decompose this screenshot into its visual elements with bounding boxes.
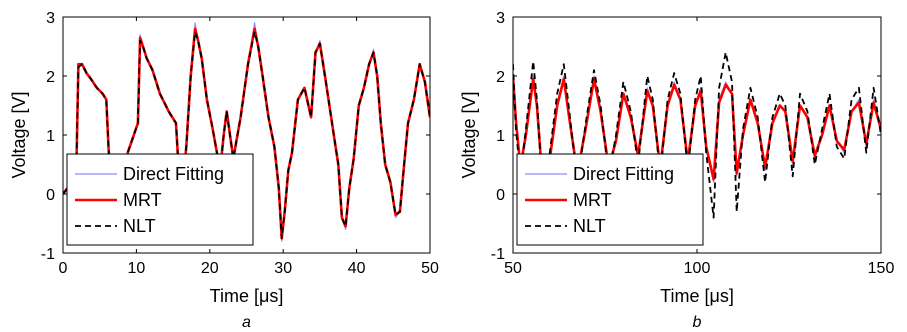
chart-panel-b: 50 100 150 -1 0 1 2 3 Time [μs] Voltage [V] b Direc… (459, 10, 894, 331)
y-tick-label: 2 (496, 69, 505, 86)
y-tick-label: 0 (496, 187, 505, 204)
y-tick-label: -1 (491, 246, 505, 263)
x-tick-label: 50 (421, 260, 439, 277)
y-tick-label: 1 (496, 128, 505, 145)
series-group (63, 22, 430, 242)
legend-entry-label: MRT (573, 190, 612, 210)
x-tick-label: 20 (201, 260, 219, 277)
y-tick-label: -1 (41, 246, 55, 263)
panel-label: b (693, 314, 702, 331)
legend-entry-label: NLT (573, 216, 606, 236)
y-tick-label: 3 (46, 10, 55, 27)
x-tick-label: 10 (128, 260, 146, 277)
y-tick-label: 0 (46, 187, 55, 204)
series-line-nlt (513, 51, 881, 219)
legend-entry-label: Direct Fitting (123, 164, 224, 184)
x-tick-label: 100 (684, 260, 711, 277)
legend: Direct Fitting MRT NLT (66, 153, 254, 246)
legend-entry-label: Direct Fitting (573, 164, 674, 184)
y-tick-label: 3 (496, 10, 505, 27)
series-line-mrt (513, 75, 881, 181)
x-axis-label: Time [μs] (660, 286, 734, 306)
x-tick-label: 150 (868, 260, 895, 277)
x-tick-label: 30 (274, 260, 292, 277)
legend-entry-label: NLT (123, 216, 156, 236)
x-tick-label: 40 (348, 260, 366, 277)
series-group (513, 51, 881, 219)
y-tick-label: 2 (46, 69, 55, 86)
y-tick-label: 1 (46, 128, 55, 145)
x-axis-label: Time [μs] (210, 286, 284, 306)
y-axis-label: Voltage [V] (459, 91, 479, 178)
series-line-nlt (63, 30, 430, 240)
x-tick-label: 50 (504, 260, 522, 277)
x-tick-label: 0 (59, 260, 68, 277)
legend-entry-label: MRT (123, 190, 162, 210)
y-axis-label: Voltage [V] (9, 91, 29, 178)
panel-label: a (242, 314, 251, 331)
legend: Direct Fitting MRT NLT (516, 153, 704, 246)
